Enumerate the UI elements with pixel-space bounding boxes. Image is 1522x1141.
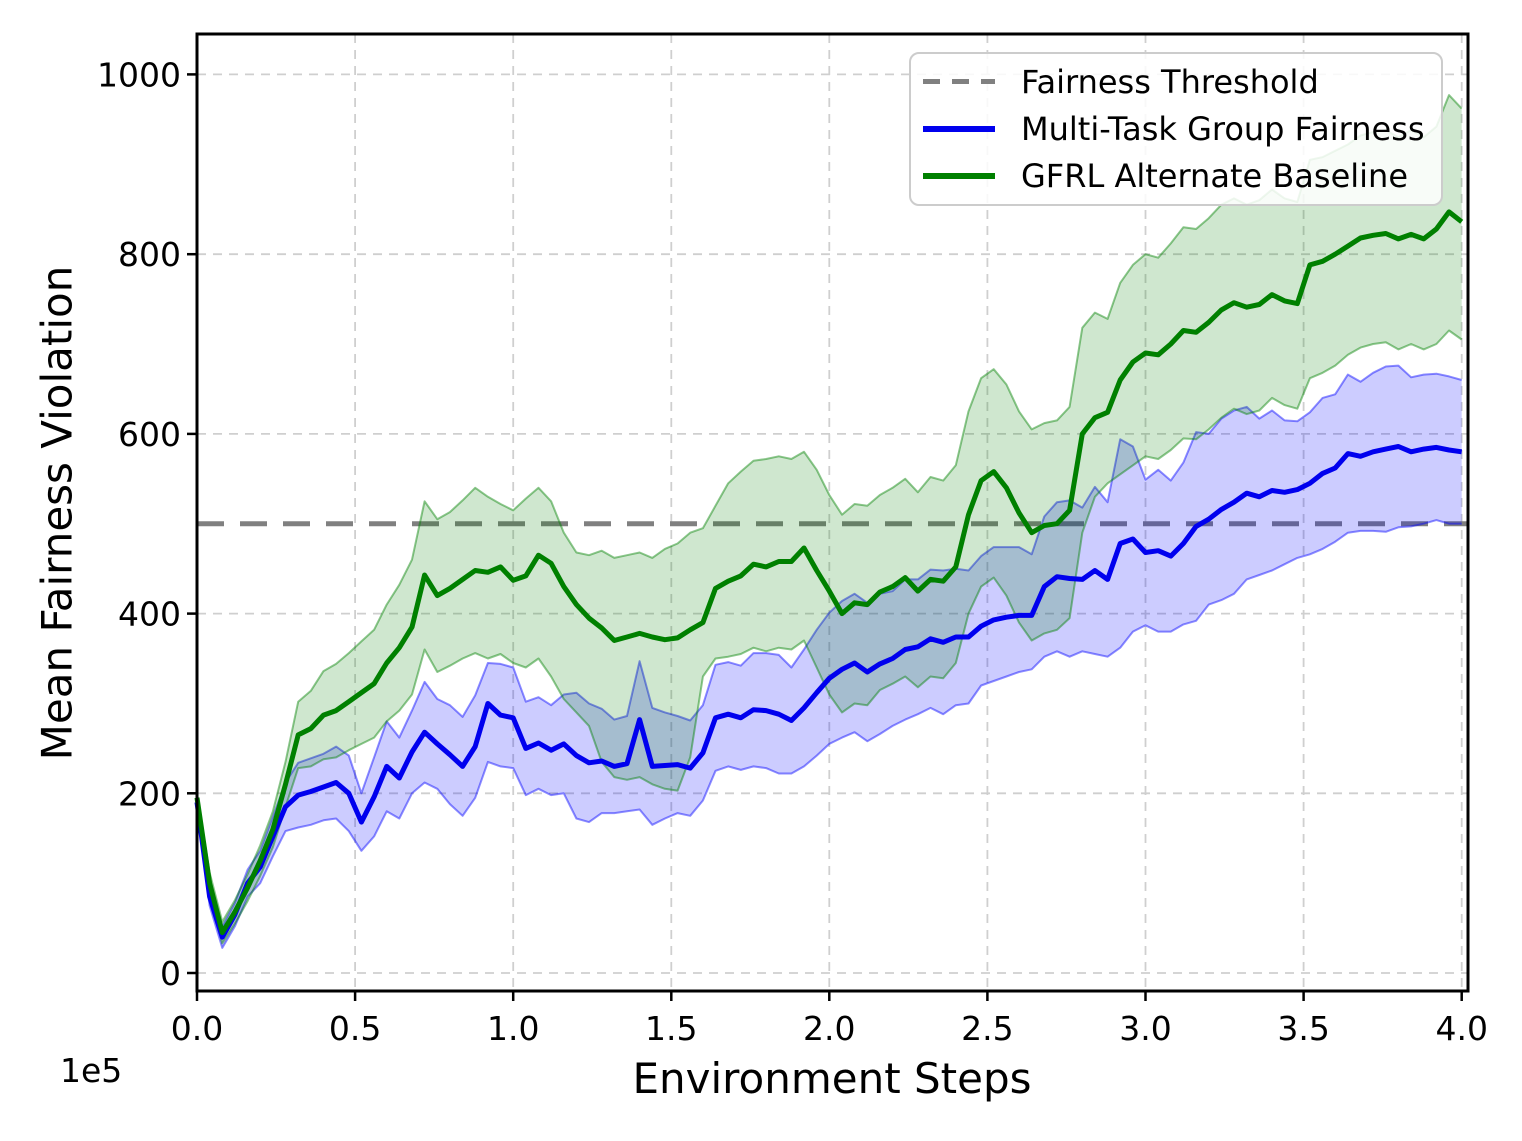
legend-item-gfrl-alternate-baseline: GFRL Alternate Baseline (923, 153, 1429, 200)
x-tick-label: 3.5 (1277, 1009, 1329, 1048)
series-line-0 (194, 444, 1463, 940)
legend-label: Fairness Threshold (1021, 62, 1319, 101)
gridlines (196, 34, 1468, 991)
legend-item-multi-task-group-fairness: Multi-Task Group Fairness (923, 105, 1429, 152)
legend-item-fairness-threshold: Fairness Threshold (923, 58, 1429, 105)
x-tick-label: 3.0 (1119, 1009, 1171, 1048)
series-band-0 (196, 364, 1462, 949)
y-tick-label: 1000 (97, 55, 181, 94)
y-axis-label: Mean Fairness Violation (32, 265, 82, 761)
legend-label: Multi-Task Group Fairness (1021, 109, 1425, 148)
x-axis-label: Environment Steps (632, 1054, 1032, 1103)
y-tick-label: 400 (118, 595, 181, 634)
y-tick-label: 200 (118, 774, 181, 813)
x-tick-label: 2.5 (961, 1009, 1013, 1048)
x-tick-label: 4.0 (1435, 1009, 1487, 1048)
tick-labels: 0.0 0.5 1.0 1.5 2.0 2.5 3.0 3.5 4.0 0 200 400 600 800… (97, 55, 1488, 1048)
x-tick-label: 1.0 (487, 1009, 539, 1048)
threshold-line-sample-icon (923, 79, 995, 85)
x-tick-label: 0.5 (329, 1009, 381, 1048)
legend: Fairness Threshold Multi-Task Group Fair… (909, 52, 1443, 206)
tick-marks (187, 73, 1463, 1001)
x-tick-label: 0.0 (171, 1009, 223, 1048)
legend-label: GFRL Alternate Baseline (1021, 157, 1409, 196)
x-tick-label: 2.0 (803, 1009, 855, 1048)
x-tick-label: 1.5 (645, 1009, 697, 1048)
y-tick-label: 800 (118, 235, 181, 274)
y-tick-label: 600 (118, 415, 181, 454)
x-axis-offset-label: 1e5 (60, 1051, 123, 1090)
plot-border (195, 32, 1470, 993)
blue-line-sample-icon (923, 125, 995, 132)
series-line-1 (194, 209, 1464, 936)
y-tick-label: 0 (160, 954, 181, 993)
green-line-sample-icon (923, 173, 995, 180)
